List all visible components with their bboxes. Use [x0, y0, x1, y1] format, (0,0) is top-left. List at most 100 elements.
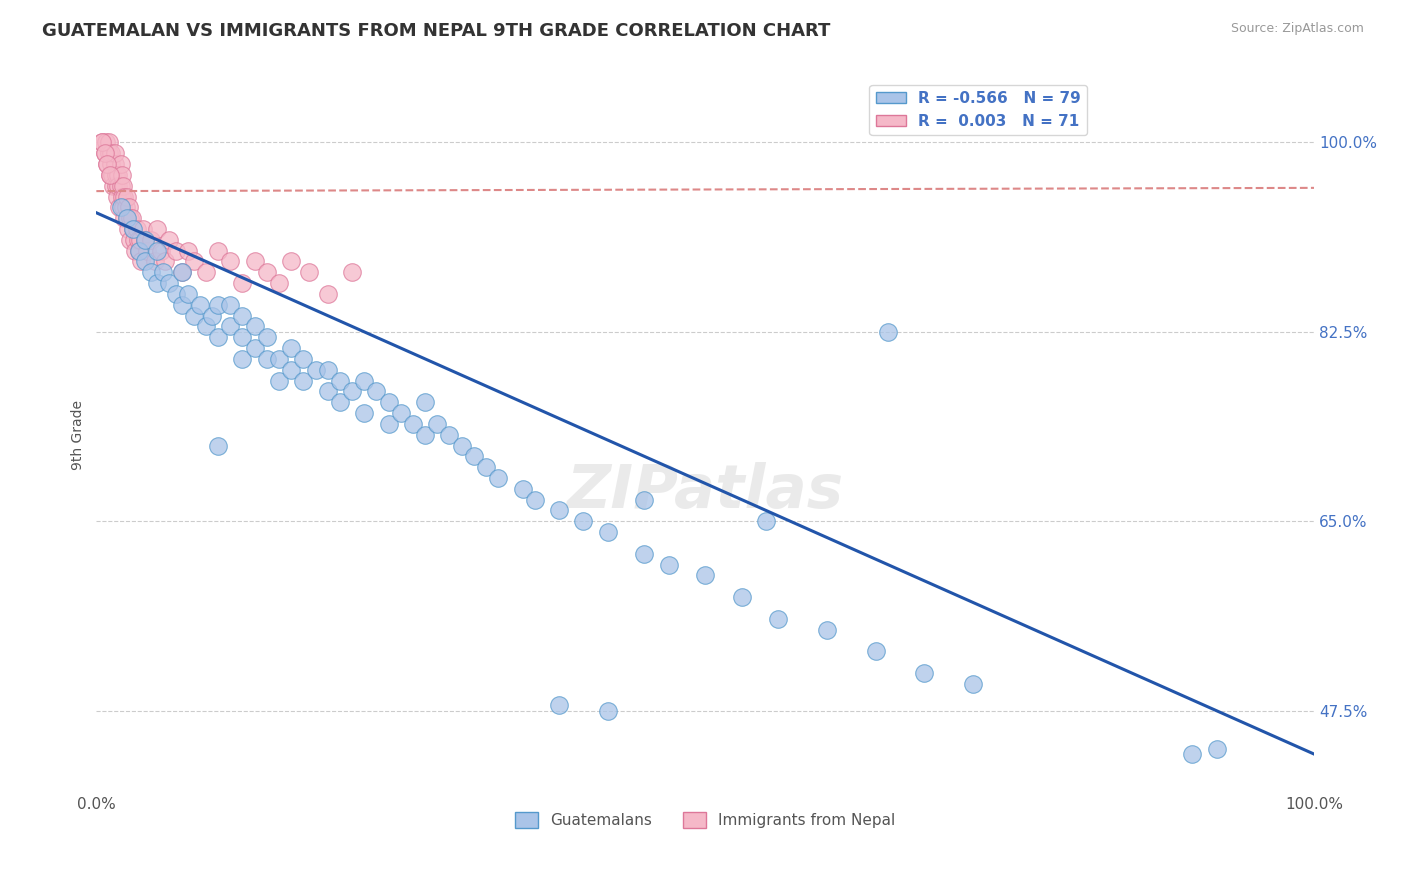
Point [316, 287, 339, 301]
Point [110, 178, 132, 193]
Point [146, 244, 169, 258]
Point [413, 395, 436, 409]
Point [267, 351, 290, 366]
Legend: Guatemalans, Immigrants from Nepal: Guatemalans, Immigrants from Nepal [509, 806, 901, 834]
Point [128, 244, 150, 258]
Point [340, 265, 363, 279]
Point [94, 136, 117, 150]
Text: GUATEMALAN VS IMMIGRANTS FROM NEPAL 9TH GRADE CORRELATION CHART: GUATEMALAN VS IMMIGRANTS FROM NEPAL 9TH … [42, 22, 831, 40]
Point [256, 330, 278, 344]
Point [962, 676, 984, 690]
Point [104, 157, 127, 171]
Point [104, 168, 127, 182]
Point [170, 265, 193, 279]
Point [219, 319, 242, 334]
Point [122, 222, 145, 236]
Point [122, 233, 145, 247]
Point [316, 384, 339, 399]
Point [316, 363, 339, 377]
Point [207, 438, 229, 452]
Point [633, 547, 655, 561]
Point [243, 341, 266, 355]
Point [176, 287, 198, 301]
Y-axis label: 9th Grade: 9th Grade [72, 400, 86, 470]
Point [267, 374, 290, 388]
Point [450, 438, 472, 452]
Point [755, 514, 778, 528]
Point [115, 211, 138, 226]
Point [329, 395, 352, 409]
Point [280, 254, 302, 268]
Point [121, 211, 143, 226]
Point [572, 514, 595, 528]
Point [201, 309, 224, 323]
Point [194, 319, 217, 334]
Point [101, 168, 124, 182]
Point [134, 233, 156, 247]
Point [402, 417, 425, 431]
Point [596, 525, 619, 540]
Point [256, 265, 278, 279]
Point [98, 168, 121, 182]
Point [231, 309, 253, 323]
Point [219, 298, 242, 312]
Point [115, 189, 138, 203]
Point [115, 211, 138, 226]
Point [194, 265, 217, 279]
Point [231, 351, 253, 366]
Point [231, 276, 253, 290]
Point [413, 427, 436, 442]
Point [128, 244, 150, 258]
Point [141, 233, 163, 247]
Point [120, 211, 142, 226]
Point [183, 254, 205, 268]
Point [912, 665, 935, 680]
Point [463, 450, 485, 464]
Point [149, 244, 172, 258]
Point [1181, 747, 1204, 761]
Point [104, 178, 127, 193]
Point [110, 157, 132, 171]
Point [112, 211, 135, 226]
Point [280, 341, 302, 355]
Point [108, 200, 131, 214]
Point [107, 178, 129, 193]
Point [280, 363, 302, 377]
Point [125, 222, 148, 236]
Point [127, 233, 149, 247]
Point [329, 374, 352, 388]
Point [111, 168, 134, 182]
Point [112, 178, 135, 193]
Point [596, 704, 619, 718]
Point [366, 384, 388, 399]
Point [104, 146, 127, 161]
Point [267, 276, 290, 290]
Point [143, 254, 166, 268]
Point [176, 244, 198, 258]
Point [110, 200, 132, 214]
Point [243, 319, 266, 334]
Point [114, 200, 136, 214]
Point [170, 265, 193, 279]
Point [112, 189, 135, 203]
Point [486, 471, 509, 485]
Point [170, 298, 193, 312]
Point [768, 612, 790, 626]
Point [243, 254, 266, 268]
Point [157, 276, 180, 290]
Point [865, 644, 887, 658]
Point [122, 222, 145, 236]
Point [146, 222, 169, 236]
Point [389, 406, 412, 420]
Point [120, 233, 142, 247]
Point [136, 244, 159, 258]
Point [107, 168, 129, 182]
Point [353, 374, 375, 388]
Point [91, 136, 114, 150]
Point [548, 503, 571, 517]
Point [876, 325, 898, 339]
Point [256, 351, 278, 366]
Point [188, 298, 211, 312]
Point [105, 189, 128, 203]
Point [91, 136, 114, 150]
